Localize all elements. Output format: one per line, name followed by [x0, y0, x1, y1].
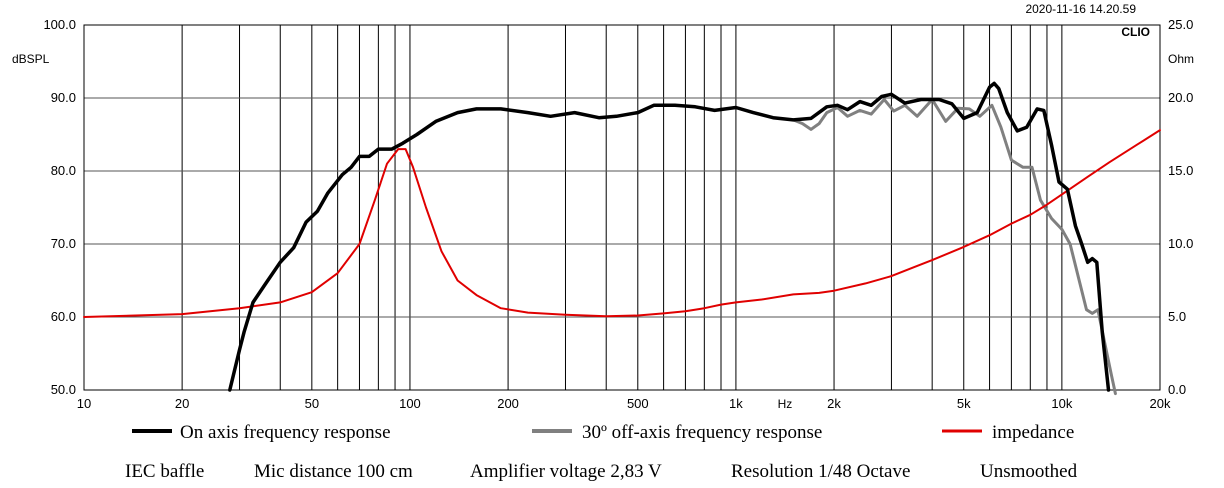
x-tick-label: 100	[399, 396, 421, 411]
measurement-conditions: IEC baffle Mic distance 100 cm Amplifier…	[125, 461, 1078, 482]
footer-amplifier-voltage: Amplifier voltage 2,83 V	[470, 461, 662, 482]
legend-label-on-axis: On axis frequency response	[180, 422, 391, 443]
plot-frame	[83, 24, 1161, 391]
right-tick-label: 10.0	[1168, 236, 1193, 251]
x-tick-label: 10	[77, 396, 91, 411]
left-tick-label: 80.0	[51, 163, 76, 178]
right-axis-ticks: 0.0 5.0 10.0 15.0 20.0 25.0	[1168, 17, 1193, 397]
legend-label-off-axis: 30º off-axis frequency response	[582, 422, 822, 443]
x-axis-ticks: 10 20 50 100 200 500 1k 2k 5k 10k 20k	[77, 396, 1171, 411]
brand-label: CLIO	[1121, 25, 1150, 39]
left-tick-label: 60.0	[51, 309, 76, 324]
right-tick-label: 5.0	[1168, 309, 1186, 324]
left-tick-label: 100.0	[43, 17, 76, 32]
left-tick-label: 90.0	[51, 90, 76, 105]
legend-label-impedance: impedance	[992, 422, 1074, 443]
x-tick-label: 10k	[1051, 396, 1072, 411]
right-axis-unit: Ohm	[1168, 52, 1194, 66]
x-tick-label: 5k	[957, 396, 971, 411]
right-tick-label: 25.0	[1168, 17, 1193, 32]
left-axis-unit: dBSPL	[12, 52, 50, 66]
footer-resolution: Resolution 1/48 Octave	[731, 461, 910, 482]
legend: On axis frequency response 30º off-axis …	[132, 422, 1074, 443]
right-tick-label: 15.0	[1168, 163, 1193, 178]
right-tick-label: 20.0	[1168, 90, 1193, 105]
series-lines	[83, 81, 1161, 396]
footer-smoothing: Unsmoothed	[980, 461, 1078, 482]
x-tick-label: 50	[305, 396, 319, 411]
impedance-line	[83, 129, 1161, 318]
left-tick-label: 70.0	[51, 236, 76, 251]
x-tick-label: 20	[175, 396, 189, 411]
right-tick-label: 0.0	[1168, 382, 1186, 397]
x-tick-label: 20k	[1150, 396, 1171, 411]
footer-baffle: IEC baffle	[125, 461, 204, 482]
on-axis-response-line	[228, 81, 1111, 392]
left-tick-label: 50.0	[51, 382, 76, 397]
footer-mic-distance: Mic distance 100 cm	[254, 461, 413, 482]
axes	[83, 24, 1161, 391]
off-axis-response-line	[791, 98, 1117, 396]
x-tick-label: 2k	[827, 396, 841, 411]
x-tick-label: 1k	[729, 396, 743, 411]
timestamp: 2020-11-16 14.20.59	[1025, 2, 1136, 16]
left-axis-ticks: 50.0 60.0 70.0 80.0 90.0 100.0	[43, 17, 76, 397]
grid	[84, 24, 1160, 391]
x-tick-label: 500	[627, 396, 649, 411]
x-axis-unit: Hz	[778, 397, 793, 411]
x-tick-label: 200	[497, 396, 519, 411]
